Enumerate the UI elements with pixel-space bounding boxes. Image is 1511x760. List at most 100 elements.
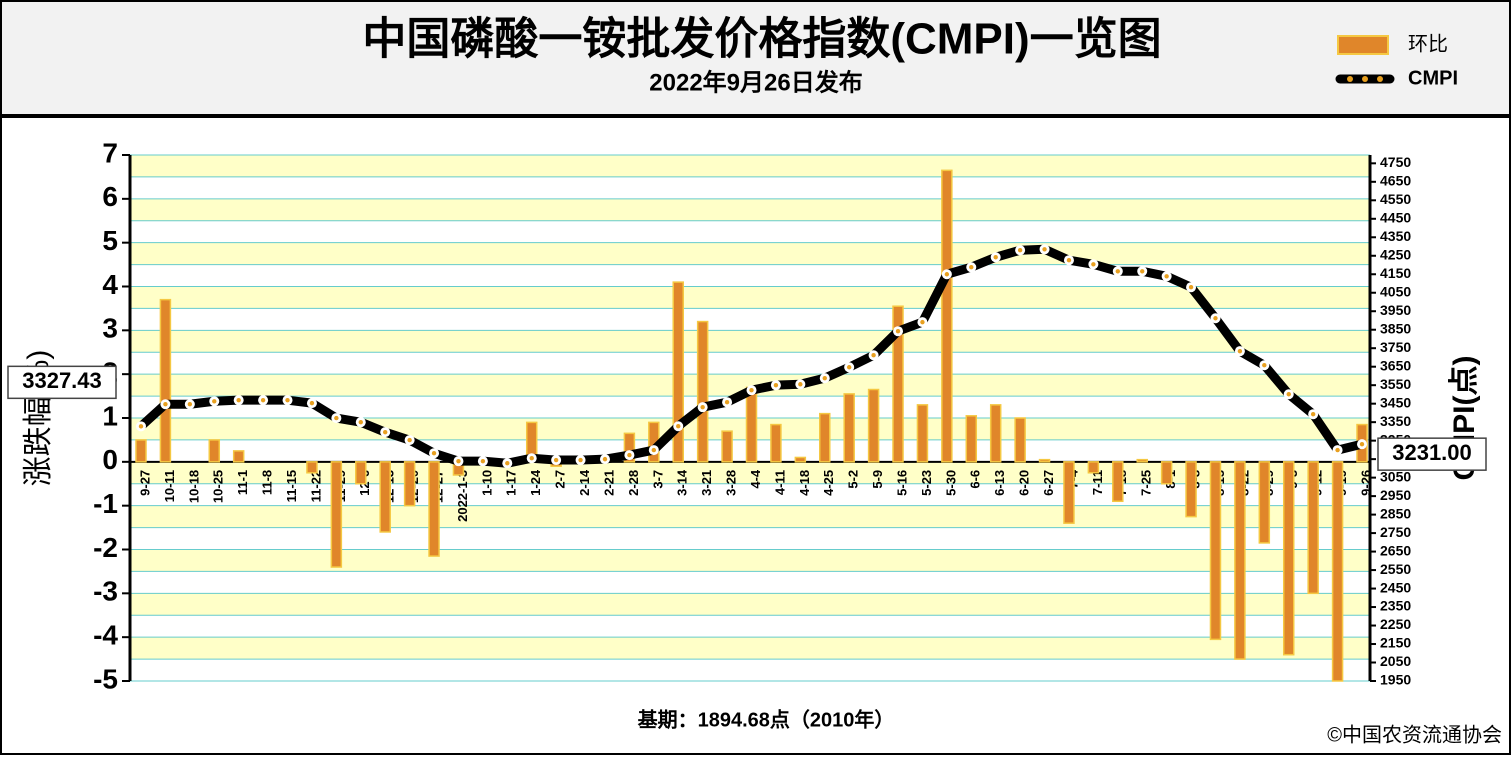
plot-band bbox=[130, 330, 1370, 353]
line-marker-dot bbox=[505, 461, 510, 466]
line-marker-dot bbox=[431, 451, 437, 456]
plot-band bbox=[130, 549, 1370, 572]
line-marker-dot bbox=[260, 397, 266, 403]
legend-dot bbox=[1377, 76, 1383, 82]
y-tick-label: 4 bbox=[102, 269, 118, 300]
line-marker-dot bbox=[1140, 269, 1145, 274]
legend-label: 环比 bbox=[1408, 32, 1448, 55]
plot-band bbox=[130, 242, 1370, 265]
bar bbox=[1038, 458, 1051, 463]
x-tick-label: 7-25 bbox=[1139, 470, 1154, 496]
line-marker-dot bbox=[1237, 348, 1243, 354]
y2-tick-label: 4050 bbox=[1380, 283, 1411, 299]
x-tick-label: 2-14 bbox=[577, 469, 592, 496]
bar bbox=[867, 388, 880, 463]
x-tick-label: 3-7 bbox=[650, 470, 665, 489]
x-tick-label: 3-28 bbox=[724, 470, 739, 496]
bar bbox=[1063, 461, 1075, 524]
line-marker-dot bbox=[773, 382, 779, 388]
y2-tick-label: 4250 bbox=[1380, 246, 1411, 262]
line-marker-dot bbox=[138, 424, 144, 429]
y2-tick-label: 2450 bbox=[1380, 579, 1411, 595]
x-tick-label: 7-11 bbox=[1090, 470, 1105, 495]
bar bbox=[1136, 458, 1148, 463]
line-marker-dot bbox=[529, 456, 534, 461]
x-tick-label: 11-8 bbox=[260, 470, 275, 495]
y-tick-label: -2 bbox=[93, 532, 118, 563]
x-tick-label: 6-13 bbox=[992, 470, 1007, 496]
y2-tick-label: 2150 bbox=[1380, 635, 1411, 651]
bar bbox=[232, 450, 245, 463]
y-tick-label: 6 bbox=[102, 181, 118, 212]
bar bbox=[672, 281, 684, 463]
y-tick-label: 0 bbox=[102, 444, 118, 475]
plot-band bbox=[130, 637, 1370, 660]
bar bbox=[1209, 461, 1222, 641]
header bbox=[0, 0, 1511, 116]
y2-tick-label: 1950 bbox=[1380, 672, 1411, 688]
line-marker-dot bbox=[407, 437, 412, 443]
source: ©中国农资流通协会 bbox=[1327, 723, 1502, 746]
bar bbox=[770, 423, 782, 463]
plot-band bbox=[130, 374, 1370, 397]
y-tick-label: -5 bbox=[93, 663, 118, 694]
line-marker-dot bbox=[1017, 248, 1023, 253]
line-marker-dot bbox=[383, 429, 388, 435]
bar bbox=[989, 404, 1002, 463]
bar bbox=[403, 461, 416, 507]
y2-tick-label: 3050 bbox=[1380, 468, 1411, 484]
bar bbox=[1185, 461, 1197, 518]
line-marker-dot bbox=[285, 397, 290, 403]
x-tick-label: 5-30 bbox=[943, 470, 958, 496]
x-tick-label: 11-1 bbox=[235, 470, 250, 495]
line-marker-dot bbox=[602, 456, 608, 462]
line-marker-dot bbox=[1091, 262, 1096, 267]
bar bbox=[623, 432, 636, 463]
line-marker-dot bbox=[798, 382, 803, 387]
y-tick-label: 3 bbox=[102, 313, 118, 344]
line-marker-dot bbox=[1286, 392, 1291, 397]
x-tick-label: 1-17 bbox=[504, 470, 519, 496]
value-label: 3327.43 bbox=[22, 368, 102, 393]
x-tick-label: 11-22 bbox=[308, 470, 323, 503]
x-tick-label: 11-15 bbox=[284, 470, 299, 503]
line-marker-dot bbox=[1213, 316, 1218, 321]
y-tick-label: 7 bbox=[102, 137, 118, 168]
line-marker-dot bbox=[1335, 447, 1340, 453]
bar bbox=[330, 461, 343, 568]
legend-dot bbox=[1362, 76, 1368, 82]
y2-tick-label: 2950 bbox=[1380, 487, 1411, 503]
plot-band bbox=[130, 155, 1370, 177]
line-marker-dot bbox=[749, 387, 754, 393]
x-tick-label: 9-27 bbox=[137, 470, 152, 496]
line-marker-dot bbox=[553, 457, 559, 463]
line-marker-dot bbox=[1188, 284, 1194, 290]
bar bbox=[1307, 461, 1319, 595]
bar bbox=[1112, 461, 1124, 503]
bar bbox=[1160, 461, 1173, 485]
chart-title: 中国磷酸一铵批发价格指数(CMPI)一览图 bbox=[362, 15, 1161, 64]
x-tick-label: 3-14 bbox=[675, 469, 690, 496]
x-tick-label: 4-11 bbox=[772, 470, 787, 495]
y2-tick-label: 4350 bbox=[1380, 228, 1411, 244]
plot-band bbox=[130, 286, 1370, 309]
line-marker-dot bbox=[822, 375, 827, 381]
legend-dot bbox=[1347, 76, 1353, 82]
bar bbox=[916, 404, 929, 463]
bar bbox=[1014, 417, 1026, 463]
y-tick-label: -3 bbox=[93, 576, 118, 607]
line-marker-dot bbox=[163, 402, 168, 407]
y2-tick-label: 2250 bbox=[1380, 616, 1411, 632]
plot-band bbox=[130, 505, 1370, 528]
y-tick-label: 5 bbox=[102, 225, 118, 256]
line-marker-dot bbox=[309, 400, 315, 406]
y-tick-label: -1 bbox=[93, 488, 118, 519]
bar bbox=[1258, 461, 1271, 544]
x-tick-label: 4-4 bbox=[748, 469, 763, 489]
x-tick-label: 2-7 bbox=[553, 470, 568, 489]
line-marker-dot bbox=[578, 457, 583, 463]
bar bbox=[745, 386, 758, 463]
value-label-box bbox=[7, 365, 117, 400]
y2-tick-label: 3550 bbox=[1380, 376, 1411, 392]
line-marker-dot bbox=[676, 424, 681, 429]
